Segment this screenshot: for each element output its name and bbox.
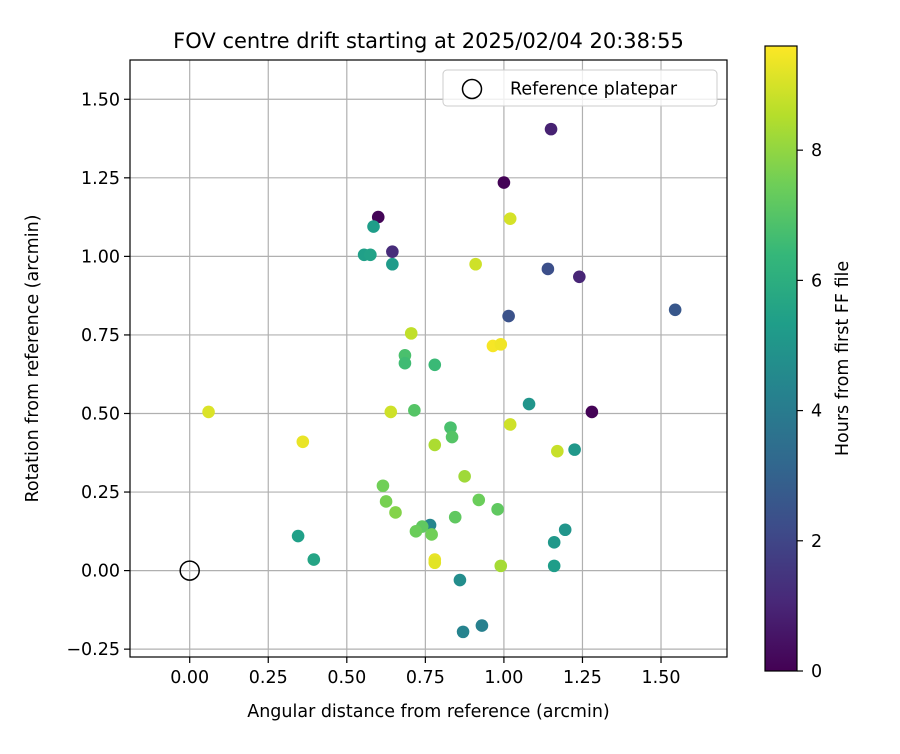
legend-label-reference: Reference platepar [510, 80, 678, 100]
data-point [409, 525, 423, 538]
y-tick-label: 0.00 [81, 562, 120, 582]
data-point [386, 245, 399, 258]
data-point [475, 619, 489, 632]
data-point [497, 176, 511, 189]
x-tick-label: 0.50 [327, 668, 366, 688]
data-point [568, 443, 581, 456]
data-point [453, 573, 467, 587]
y-tick-label: −0.25 [66, 640, 120, 660]
x-tick-label: 0.00 [170, 668, 209, 688]
data-point [364, 248, 377, 262]
colorbar-tick-label: 4 [811, 402, 822, 422]
x-tick-label: 0.75 [406, 668, 445, 688]
data-point [389, 506, 402, 519]
data-point [428, 438, 442, 452]
x-tick-label: 1.50 [642, 668, 681, 688]
colorbar-tick-label: 8 [811, 141, 822, 161]
y-axis-label: Rotation from reference (arcmin) [23, 215, 43, 503]
data-point [425, 528, 438, 541]
y-tick-label: 1.00 [81, 247, 120, 267]
data-point [307, 553, 321, 566]
data-point [398, 356, 412, 370]
data-point [367, 220, 380, 233]
data-point [544, 122, 558, 136]
data-point [458, 470, 471, 483]
x-tick-label: 0.25 [249, 668, 288, 688]
data-point [376, 479, 390, 493]
chart-title: FOV centre drift starting at 2025/02/04 … [173, 29, 684, 53]
data-point [585, 405, 599, 419]
x-axis-ticks: 0.00 0.25 0.50 0.75 1.00 1.25 1.50 [170, 657, 681, 688]
data-point [428, 358, 442, 372]
data-point [296, 435, 310, 449]
data-point [491, 503, 504, 516]
reference-platepar-marker [179, 560, 200, 581]
data-point [551, 444, 564, 458]
data-point [547, 559, 561, 573]
data-point [668, 303, 682, 317]
data-point [472, 493, 486, 507]
colorbar-tick-label: 2 [811, 532, 822, 552]
y-axis-ticks: −0.25 0.00 0.25 0.50 0.75 1.00 1.25 1.50 [66, 90, 130, 660]
data-point [456, 625, 470, 639]
data-point [448, 510, 462, 524]
y-tick-label: 1.50 [81, 90, 120, 110]
data-point [404, 327, 418, 340]
data-point [291, 529, 305, 543]
data-point [502, 309, 515, 323]
data-point [573, 270, 586, 284]
plot-frame [129, 59, 728, 658]
data-point [371, 210, 385, 224]
y-tick-label: 0.50 [81, 404, 120, 424]
x-tick-label: 1.00 [484, 668, 523, 688]
data-point [386, 257, 399, 271]
legend: Reference platepar [442, 69, 718, 107]
points-layer [179, 122, 682, 639]
legend-box [442, 69, 718, 107]
data-point [503, 418, 517, 431]
data-point [469, 257, 482, 271]
data-point [541, 262, 555, 276]
y-tick-label: 1.25 [81, 169, 120, 189]
data-point [503, 212, 517, 225]
data-point [494, 338, 508, 351]
colorbar-gradient [764, 45, 798, 672]
colorbar-label: Hours from first FF file [833, 261, 853, 456]
colorbar-tick-label: 6 [811, 271, 822, 291]
legend-marker-reference [461, 78, 483, 100]
grid-layer [130, 60, 727, 657]
colorbar-ticks: 0 2 4 6 8 [797, 141, 822, 682]
data-point [384, 405, 398, 419]
data-point [522, 397, 536, 411]
data-point [379, 495, 393, 508]
data-point [445, 430, 459, 444]
data-point [428, 556, 442, 570]
data-point [558, 523, 572, 537]
data-point [547, 536, 561, 549]
colorbar: 0 2 4 6 8 Hours from first FF file [764, 45, 853, 682]
colorbar-tick-label: 0 [811, 662, 822, 682]
y-tick-label: 0.25 [81, 483, 120, 503]
data-point [494, 559, 508, 573]
x-tick-label: 1.25 [563, 668, 602, 688]
data-point [444, 421, 457, 434]
y-tick-label: 0.75 [81, 326, 120, 346]
x-axis-label: Angular distance from reference (arcmin) [247, 702, 610, 722]
data-point [202, 405, 215, 419]
data-point [408, 404, 421, 417]
